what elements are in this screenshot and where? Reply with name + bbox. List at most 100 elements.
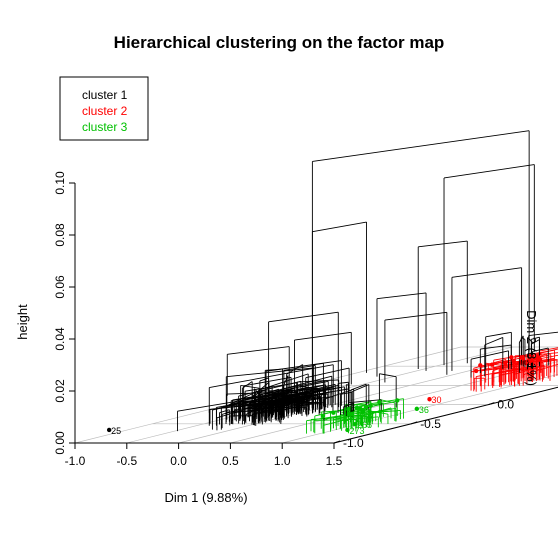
- branch-c1-84-join: [491, 367, 529, 375]
- point-c2-78: [367, 409, 372, 414]
- point-label-marker-2: [414, 406, 420, 412]
- branch-top-3-join: [418, 240, 468, 248]
- x-tick-label-1: -0.5: [116, 454, 137, 468]
- branch-c2-54-join: [348, 403, 358, 408]
- branch-c0-218-join: [287, 402, 292, 407]
- branch-mid-c0-216-join: [260, 381, 270, 390]
- point-c2-60: [358, 406, 363, 411]
- branch-mid-c1-27-join: [531, 339, 540, 345]
- point-label-3: 30: [432, 395, 442, 405]
- branch-mid-c0-9-join: [243, 376, 292, 387]
- branch-c0-64-join: [219, 409, 230, 414]
- point-c2-42: [354, 405, 359, 411]
- branch-mid-c0-108-join: [242, 381, 253, 389]
- branch-mid-c2-63-join: [340, 391, 353, 395]
- point-c2-18: [346, 411, 352, 417]
- point-c2-30: [331, 410, 336, 415]
- y-tick-label-1: -0.5: [420, 417, 441, 431]
- branch-c0-182-join: [255, 387, 331, 410]
- point-c2-54: [346, 407, 351, 412]
- branch-top-1-join: [312, 221, 367, 233]
- branch-c1-26-join: [539, 347, 558, 352]
- chart-title: Hierarchical clustering on the factor ma…: [114, 33, 445, 52]
- branch-top-7-join: [376, 292, 427, 300]
- y-tick-label-0: -1.0: [343, 436, 364, 450]
- branch-c0-222-join: [270, 400, 274, 406]
- point-c1-60: [526, 357, 532, 363]
- z-tick-label-3: 0.06: [53, 275, 67, 299]
- branch-mid-c0-144-join: [278, 375, 332, 391]
- point-c1-0: [509, 355, 514, 360]
- branch-c2-58-join: [337, 413, 373, 419]
- y-tick-1: [411, 421, 418, 425]
- branch-mid-c0-198-join: [313, 362, 324, 366]
- branch-c0-228-join: [281, 402, 320, 405]
- x-tick-label-4: 1.0: [274, 454, 291, 468]
- point-label-0: 273: [349, 426, 364, 436]
- axes: -1.0-0.50.00.51.01.5-1.0-0.50.00.51.01.5…: [53, 171, 558, 468]
- branch-mid-c2-27-join: [348, 399, 382, 404]
- branch-mid-c0-126-join: [226, 367, 313, 378]
- branch-top-0-join: [312, 130, 530, 162]
- point-label-2: 36: [419, 405, 429, 415]
- legend-label-cluster-2: cluster 2: [82, 104, 128, 118]
- z-tick-label-0: 0.00: [53, 431, 67, 455]
- branch-c1-76-join: [524, 359, 558, 366]
- y-tick-0: [333, 440, 341, 444]
- branch-mid-c1-0-join: [485, 331, 512, 338]
- chart-legend: cluster 1 cluster 2 cluster 3: [59, 76, 149, 141]
- z-tick-label-4: 0.08: [53, 223, 67, 247]
- branch-mid-c1-81-join: [528, 331, 558, 337]
- branch-c1-60-join: [499, 368, 530, 376]
- legend-box: [59, 76, 149, 141]
- x-tick-label-5: 1.5: [326, 454, 343, 468]
- point-label-marker-0: [345, 427, 350, 433]
- branch-c2-62-join: [352, 415, 368, 418]
- point-c2-72: [377, 399, 382, 405]
- point-c1-48: [529, 354, 535, 360]
- legend-label-cluster-1: cluster 1: [82, 88, 128, 102]
- point-c1-30: [503, 360, 508, 366]
- branch-mid-c2-54-join: [337, 381, 349, 384]
- branch-mid-c1-54-join: [531, 336, 540, 340]
- branch-top-2-join: [443, 164, 535, 179]
- x-tick-label-3: 0.5: [222, 454, 239, 468]
- y-axis-title: Dim 2 (8.1%): [524, 310, 539, 386]
- point-c1-12: [511, 358, 516, 364]
- point-c2-12: [320, 413, 326, 419]
- branch-top-4-join: [451, 267, 522, 278]
- branch-mid-c2-72-join: [379, 373, 397, 378]
- branch-top-8-join: [384, 311, 447, 321]
- point-label-4: 25: [111, 426, 121, 436]
- point-label-1: 265: [357, 420, 372, 430]
- z-axis-title: height: [15, 304, 30, 340]
- grid-line-x-3: [230, 361, 558, 444]
- y-tick-2: [488, 402, 495, 406]
- branch-mid-c0-171-join: [240, 384, 260, 389]
- branch-c0-212-join: [254, 395, 309, 412]
- point-c1-6: [473, 368, 479, 374]
- branch-c2-76-join: [368, 410, 397, 413]
- dendrogram: [177, 130, 558, 434]
- branch-top-5-join: [268, 311, 339, 323]
- branch-c0-226-join: [296, 394, 310, 399]
- branch-mid-c0-18-join: [265, 368, 283, 371]
- point-c2-36: [364, 405, 369, 410]
- y-axis-line: [333, 386, 558, 444]
- branch-top-6-join: [294, 331, 352, 341]
- point-c1-18: [478, 363, 483, 368]
- point-label-marker-3: [427, 397, 432, 402]
- branch-mid-c1-63-join: [470, 350, 509, 360]
- point-label-marker-1: [352, 422, 358, 427]
- branch-mid-c1-9-join: [484, 336, 503, 346]
- point-c2-0: [349, 411, 355, 417]
- branch-top-9-join: [227, 346, 290, 355]
- branch-mid-c1-18-join: [480, 344, 512, 350]
- y-tick-label-2: 0.0: [497, 398, 514, 412]
- z-tick-label-5: 0.10: [53, 171, 67, 195]
- branch-mid-c0-225-join: [255, 388, 320, 392]
- x-axis-title: Dim 1 (9.88%): [164, 490, 247, 505]
- branch-c1-88-join: [493, 354, 551, 369]
